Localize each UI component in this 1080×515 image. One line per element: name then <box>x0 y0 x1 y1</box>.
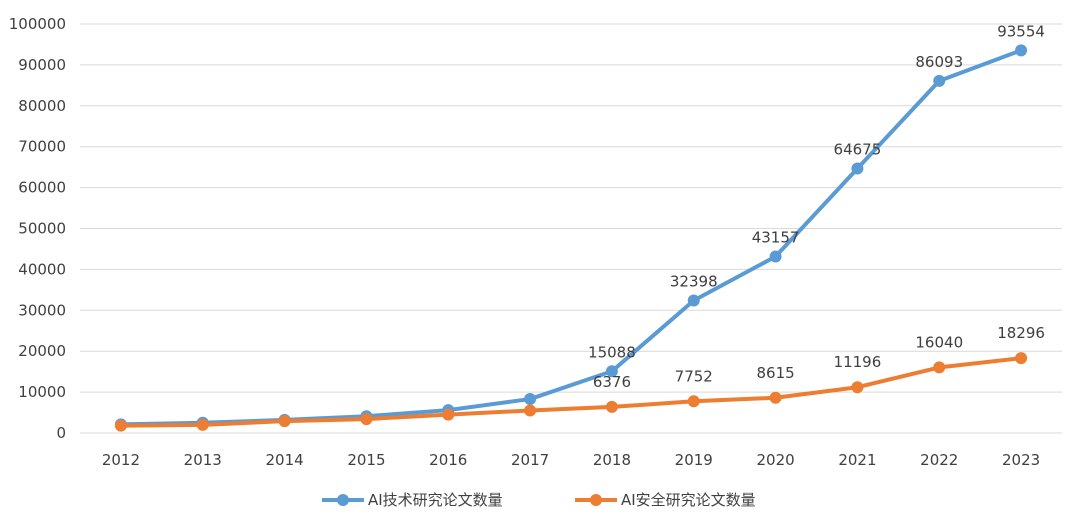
x-tick-label: 2018 <box>593 451 631 469</box>
x-tick-label: 2013 <box>184 451 222 469</box>
y-tick-label: 20000 <box>18 342 66 360</box>
data-point <box>933 74 946 87</box>
x-tick-label: 2019 <box>675 451 713 469</box>
series-lines <box>114 44 1028 432</box>
legend: AI技术研究论文数量 AI安全研究论文数量 <box>322 491 756 509</box>
y-tick-label: 40000 <box>18 260 66 278</box>
x-axis-ticks: 2012 2013 2014 2015 2016 2017 2018 2019 2020 2021… <box>102 451 1040 469</box>
y-tick-label: 0 <box>56 424 66 442</box>
data-label: 8615 <box>756 364 794 382</box>
x-tick-label: 2016 <box>429 451 467 469</box>
data-point <box>114 419 127 432</box>
data-labels: 15088 32398 43157 64675 86093 93554 6376 7752 86… <box>588 22 1045 391</box>
data-point <box>933 361 946 374</box>
data-label: 93554 <box>997 22 1045 40</box>
y-tick-label: 70000 <box>18 138 66 156</box>
data-point <box>605 365 618 378</box>
data-label: 43157 <box>752 228 800 246</box>
legend-label: AI技术研究论文数量 <box>368 491 503 509</box>
data-point <box>769 391 782 404</box>
data-point <box>687 294 700 307</box>
x-tick-label: 2012 <box>102 451 140 469</box>
x-tick-label: 2022 <box>920 451 958 469</box>
data-point <box>442 408 455 421</box>
x-tick-label: 2015 <box>347 451 385 469</box>
series-line-1 <box>118 48 1024 427</box>
y-tick-label: 10000 <box>18 383 66 401</box>
data-point <box>769 250 782 263</box>
x-tick-label: 2021 <box>838 451 876 469</box>
data-label: 15088 <box>588 343 636 361</box>
data-label: 7752 <box>675 367 713 385</box>
legend-swatch-marker <box>337 494 349 506</box>
data-point <box>851 381 864 394</box>
data-point <box>278 415 291 428</box>
data-point <box>1015 352 1028 365</box>
y-tick-label: 30000 <box>18 301 66 319</box>
data-point <box>196 418 209 431</box>
y-axis-ticks: 0 10000 20000 30000 40000 50000 60000 70000 8000… <box>9 15 66 442</box>
y-tick-label: 90000 <box>18 56 66 74</box>
x-tick-label: 2017 <box>511 451 549 469</box>
y-tick-label: 100000 <box>9 15 66 33</box>
y-tick-label: 50000 <box>18 220 66 238</box>
x-tick-label: 2020 <box>756 451 794 469</box>
data-point <box>605 400 618 413</box>
data-point <box>687 395 700 408</box>
data-label: 6376 <box>593 373 631 391</box>
data-label: 32398 <box>670 272 718 290</box>
legend-label: AI安全研究论文数量 <box>621 491 756 509</box>
data-point <box>1015 44 1028 57</box>
data-label: 86093 <box>915 53 963 71</box>
y-tick-label: 60000 <box>18 179 66 197</box>
data-point <box>524 404 537 417</box>
data-point <box>524 393 537 406</box>
data-label: 64675 <box>834 140 882 158</box>
data-label: 11196 <box>834 353 882 371</box>
legend-swatch-marker <box>590 494 602 506</box>
data-label: 16040 <box>915 333 963 351</box>
x-tick-label: 2023 <box>1002 451 1040 469</box>
data-point <box>851 162 864 175</box>
series-line-2 <box>118 356 1024 428</box>
gridlines <box>80 23 1062 434</box>
data-point <box>360 413 373 426</box>
y-tick-label: 80000 <box>18 97 66 115</box>
data-label: 18296 <box>997 324 1045 342</box>
x-tick-label: 2014 <box>265 451 303 469</box>
